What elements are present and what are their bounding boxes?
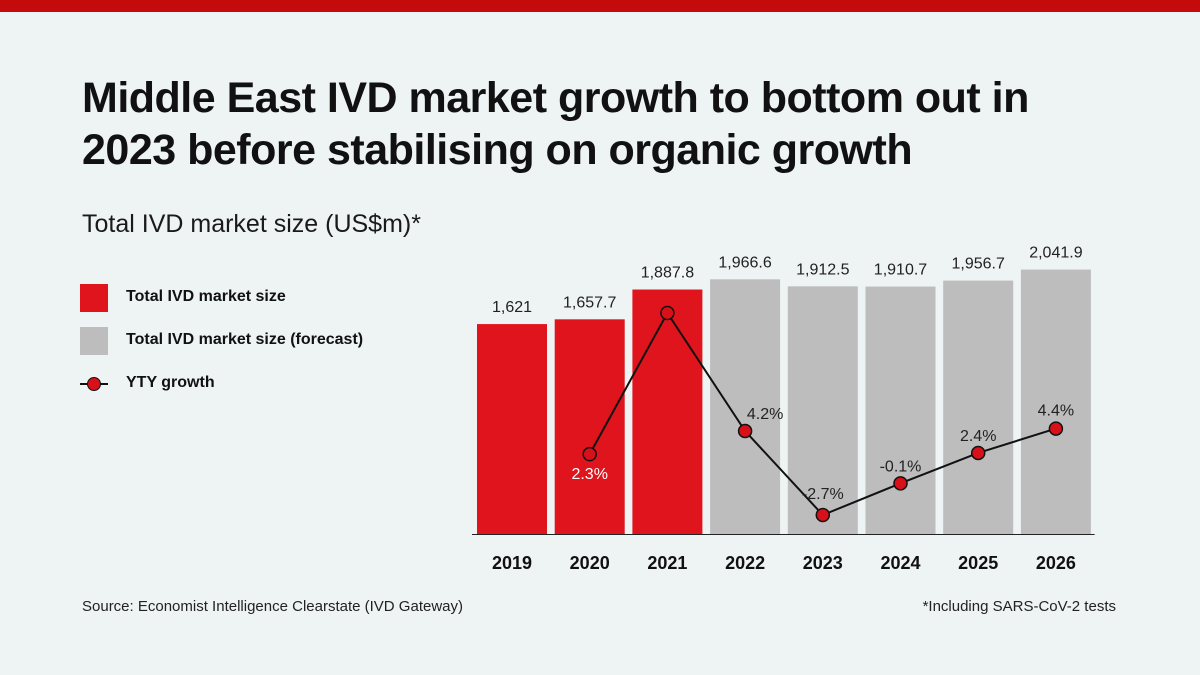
labels-group: 1,621 2019 1,657.7 2020 1,887.8 2021 1,966.6 20… (492, 245, 1083, 573)
x-tick-label-2022: 2022 (725, 553, 765, 573)
chart-subtitle: Total IVD market size (US$m)* (82, 210, 421, 238)
x-tick-label-2023: 2023 (803, 553, 843, 573)
top-accent-bar (0, 0, 1200, 12)
legend-swatch-forecast (80, 327, 108, 355)
bar-2026 (1020, 269, 1091, 534)
bar-value-label-2020: 1,657.7 (563, 294, 616, 311)
source-note: Source: Economist Intelligence Clearstat… (82, 598, 463, 615)
bar-value-label-2023: 1,912.5 (796, 261, 849, 278)
x-tick-label-2021: 2021 (647, 553, 687, 573)
growth-point-2021 (660, 305, 675, 321)
bar-value-label-2025: 1,956.7 (952, 256, 1005, 273)
growth-line-group: 2.3% 13.9% 4.2% -2.7% -0.1% 2.4% 4.4% (571, 266, 1074, 523)
growth-point-2026 (1048, 421, 1064, 436)
legend-label-growth: YTY growth (126, 374, 215, 391)
growth-label-2022: 4.2% (747, 406, 783, 423)
bar-value-label-2021: 1,887.8 (641, 265, 694, 282)
bar-2022 (710, 279, 781, 534)
bar-value-label-2022: 1,966.6 (718, 254, 771, 271)
bar-2024 (865, 286, 936, 534)
bar-value-label-2024: 1,910.7 (874, 262, 927, 279)
bar-2021 (632, 289, 703, 534)
growth-point-2024 (893, 476, 908, 491)
legend-label-forecast: Total IVD market size (forecast) (126, 331, 364, 348)
x-tick-label-2019: 2019 (492, 553, 532, 573)
x-tick-label-2020: 2020 (570, 553, 610, 573)
x-tick-label-2026: 2026 (1036, 553, 1076, 573)
legend-marker-growth (87, 377, 101, 391)
x-tick-label-2025: 2025 (958, 553, 998, 573)
bar-2020 (554, 319, 625, 534)
x-tick-label-2024: 2024 (880, 553, 920, 573)
growth-label-2023: -2.7% (802, 486, 844, 503)
chart-title: Middle East IVD market growth to bottom … (82, 74, 1029, 174)
growth-point-2025 (970, 445, 986, 461)
growth-label-2020: 2.3% (571, 466, 607, 483)
legend-label-actual: Total IVD market size (126, 288, 286, 305)
footnote: *Including SARS-CoV-2 tests (922, 598, 1116, 615)
bar-2023 (787, 286, 858, 534)
growth-point-2022 (737, 423, 753, 439)
bar-value-label-2019: 1,621 (492, 299, 532, 316)
growth-label-2021: 13.9% (645, 266, 690, 283)
legend-swatch-actual (80, 284, 108, 312)
growth-label-2025: 2.4% (960, 428, 996, 445)
bar-2019 (477, 324, 547, 534)
growth-label-2024: -0.1% (880, 458, 922, 475)
bar-value-label-2026: 2,041.9 (1029, 245, 1082, 262)
growth-point-2023 (815, 507, 831, 523)
growth-point-2020 (582, 446, 597, 462)
bar-2025 (943, 280, 1014, 534)
growth-label-2026: 4.4% (1038, 403, 1074, 420)
